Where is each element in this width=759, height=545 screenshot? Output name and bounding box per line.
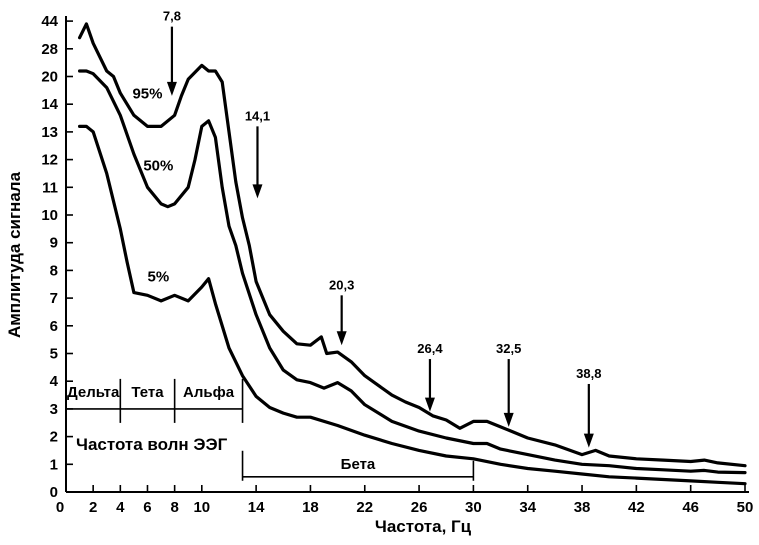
y-tick-label: 10	[41, 207, 58, 224]
x-axis-ticks: 0 2 4 6 8 10 14 18 22 26 30 34 38 42 46 50	[56, 485, 754, 516]
arrow-head	[503, 412, 514, 427]
series-line-5pct	[78, 124, 747, 486]
band-label: Альфа	[183, 384, 235, 401]
arrow-head	[252, 184, 263, 199]
y-tick-label: 20	[41, 69, 58, 86]
band-label: Дельта	[67, 384, 120, 401]
band-3: Бета	[241, 450, 475, 481]
y-tick-label: 44	[41, 13, 58, 30]
arrow-head	[583, 433, 594, 448]
y-tick-label: 1	[50, 456, 58, 473]
curve-label: 50%	[143, 158, 173, 175]
arrow-label: 26,4	[417, 341, 443, 356]
y-tick-label: 5	[50, 346, 58, 363]
arrow-label: 20,3	[329, 277, 354, 292]
y-tick-label: 12	[41, 152, 58, 169]
peak-arrows: 7,8 14,1 20,3 26,4 32,5 38,8	[163, 9, 601, 448]
x-tick-label: 0	[56, 499, 64, 516]
x-tick-label: 46	[682, 499, 699, 516]
arrow-label: 14,1	[245, 108, 270, 123]
y-tick-label: 7	[50, 290, 58, 307]
x-tick-label: 6	[143, 499, 151, 516]
band-0: Дельта	[66, 378, 122, 423]
peak-arrow: 14,1	[245, 108, 270, 199]
band-1: Тета	[120, 378, 176, 423]
x-tick-label: 10	[193, 499, 210, 516]
peak-arrow: 7,8	[163, 9, 181, 96]
series-line-50pct	[78, 69, 747, 475]
arrow-label: 7,8	[163, 9, 181, 24]
curve-label: 95%	[132, 86, 162, 103]
x-tick-label: 22	[356, 499, 373, 516]
peak-arrow: 38,8	[576, 366, 601, 448]
x-tick-label: 4	[116, 499, 125, 516]
y-tick-label: 4	[50, 373, 59, 390]
y-tick-label: 13	[41, 124, 58, 141]
band-caption: Частота волн ЭЭГ	[76, 435, 228, 454]
y-tick-label: 11	[42, 179, 58, 196]
x-tick-label: 50	[737, 499, 754, 516]
x-tick-label: 26	[411, 499, 428, 516]
curve-label: 5%	[148, 268, 170, 285]
y-tick-label: 3	[50, 401, 58, 418]
x-tick-label: 2	[89, 499, 97, 516]
x-tick-label: 42	[628, 499, 645, 516]
arrow-label: 32,5	[496, 341, 521, 356]
eeg-bands: Дельта Тета Альфа Бета	[66, 378, 475, 481]
band-label: Бета	[341, 456, 376, 473]
y-tick-label: 0	[50, 484, 58, 501]
y-tick-label: 8	[50, 262, 58, 279]
x-tick-label: 18	[302, 499, 319, 516]
axes	[65, 16, 749, 493]
x-tick-label: 8	[170, 499, 178, 516]
y-tick-label: 9	[50, 235, 58, 252]
arrow-head	[166, 81, 177, 96]
series-line-95pct	[78, 22, 747, 468]
x-tick-label: 34	[519, 499, 536, 516]
x-tick-label: 30	[465, 499, 482, 516]
peak-arrow: 32,5	[496, 341, 521, 427]
y-tick-label: 14	[41, 96, 58, 113]
arrow-head	[424, 397, 435, 412]
band-label: Тета	[131, 384, 164, 401]
peak-arrow: 26,4	[417, 341, 443, 412]
y-tick-label: 28	[41, 41, 58, 58]
x-tick-label: 14	[248, 499, 265, 516]
arrow-head	[336, 331, 347, 346]
x-axis-title: Частота, Гц	[375, 517, 472, 536]
y-tick-label: 6	[50, 318, 58, 335]
y-axis-title: Амплитуда сигнала	[5, 171, 24, 338]
x-tick-label: 38	[574, 499, 591, 516]
arrow-label: 38,8	[576, 366, 601, 381]
y-tick-label: 2	[50, 429, 58, 446]
band-2: Альфа	[174, 378, 244, 423]
peak-arrow: 20,3	[329, 277, 354, 346]
curve-labels: 95% 50% 5%	[132, 86, 173, 286]
curves	[78, 22, 747, 486]
